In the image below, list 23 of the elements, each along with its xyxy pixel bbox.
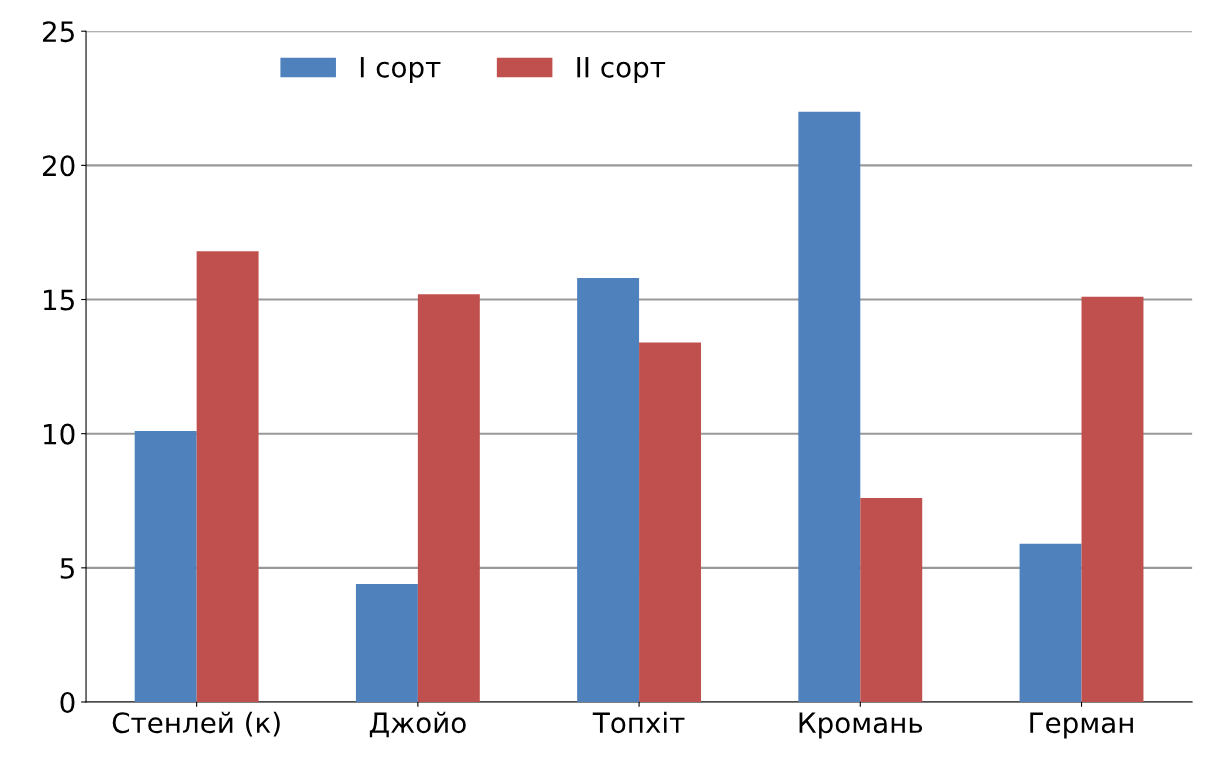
bar (134, 431, 197, 702)
y-tick-label: 15 (44, 289, 74, 311)
bar (577, 278, 640, 702)
bar (860, 498, 923, 702)
y-tick-label: 5 (60, 558, 74, 579)
bar (417, 294, 480, 702)
bar (355, 583, 418, 702)
y-tick-label: 10 (44, 423, 75, 445)
legend-label: II сорт (577, 57, 666, 84)
y-tick-label: 25 (43, 21, 74, 43)
x-tick-label: Кромань (799, 712, 923, 739)
x-tick-label: Джойо (369, 711, 466, 738)
bar (798, 111, 861, 702)
x-tick-label: Герман (1030, 712, 1133, 739)
bar (1019, 543, 1082, 702)
bar (196, 251, 259, 702)
y-tick-label: 20 (43, 155, 75, 177)
legend-label: I сорт (360, 57, 441, 84)
bar (639, 342, 702, 702)
x-tick-label: Стенлей (к) (112, 711, 280, 737)
x-tick-label: Топхіт (592, 711, 685, 734)
bar (1081, 296, 1144, 702)
y-tick-label: 0 (60, 691, 75, 713)
